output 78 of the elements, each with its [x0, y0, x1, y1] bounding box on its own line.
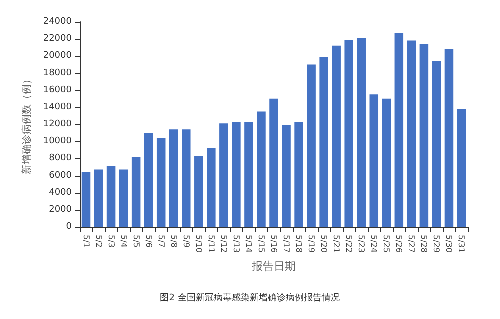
y-axis-title: 新增确诊病例数（例）	[20, 74, 33, 174]
bar	[232, 122, 241, 227]
y-tick-label: 20000	[43, 51, 72, 62]
x-tick-label: 5/8	[169, 235, 178, 248]
x-tick-label: 5/1	[82, 235, 91, 248]
bar	[207, 148, 216, 227]
y-tick-label: 16000	[43, 85, 72, 96]
y-tick-label: 12000	[43, 120, 72, 130]
x-tick-label: 5/22	[344, 235, 354, 253]
x-tick-label: 5/3	[106, 235, 116, 248]
x-tick-label: 5/12	[219, 235, 228, 253]
x-tick-label: 5/7	[156, 235, 166, 248]
y-tick-label: 4000	[49, 188, 72, 198]
bar	[444, 49, 454, 227]
bar	[282, 125, 291, 227]
x-tick-label: 5/20	[320, 235, 329, 253]
x-tick-label: 5/18	[294, 235, 304, 253]
bar	[307, 64, 316, 227]
y-tick-label: 6000	[49, 170, 72, 181]
x-tick-label: 5/21	[332, 235, 342, 253]
bar	[169, 130, 178, 227]
bar	[382, 98, 392, 227]
y-tick-label: 2000	[49, 204, 72, 215]
x-tick-label: 5/23	[357, 235, 366, 253]
bar	[332, 46, 341, 227]
x-tick-label: 5/10	[194, 235, 204, 253]
x-tick-label: 5/6	[144, 235, 154, 248]
bar	[457, 109, 466, 227]
y-tick-label: 14000	[43, 102, 72, 112]
x-tick-label: 5/24	[370, 235, 379, 253]
y-tick-label: 18000	[43, 68, 72, 78]
y-tick-label: 10000	[43, 136, 72, 147]
bar	[420, 44, 429, 227]
x-tick-label: 5/31	[457, 235, 466, 253]
x-tick-label: 5/16	[270, 235, 278, 253]
x-tick-label: 5/13	[232, 235, 241, 253]
bar	[344, 40, 354, 227]
bar	[320, 57, 328, 227]
x-tick-label: 5/26	[394, 235, 404, 253]
y-tick-label: 0	[66, 222, 72, 232]
x-tick-label: 5/27	[407, 235, 416, 253]
bar	[106, 166, 116, 227]
bar	[294, 122, 304, 227]
y-tick-label: 22000	[43, 34, 72, 44]
x-tick-label: 5/14	[244, 235, 254, 253]
bar	[394, 34, 404, 227]
bar	[82, 172, 91, 227]
x-axis-title: 报告日期	[251, 260, 296, 273]
bar	[94, 170, 104, 227]
bar	[220, 124, 228, 227]
x-tick-label: 5/5	[132, 235, 141, 248]
bar	[432, 61, 442, 227]
x-tick-label: 5/29	[432, 235, 442, 253]
x-tick-label: 5/15	[256, 235, 266, 253]
bar	[119, 170, 128, 227]
bar	[194, 156, 204, 227]
bar	[132, 156, 141, 227]
x-tick-label: 5/2	[94, 235, 104, 248]
bar	[357, 38, 366, 227]
x-tick-label: 5/9	[182, 235, 191, 248]
x-tick-label: 5/19	[307, 235, 316, 253]
x-tick-label: 5/28	[420, 235, 429, 253]
bar	[407, 40, 416, 227]
x-tick-label: 5/11	[206, 235, 216, 253]
x-tick-label: 5/17	[282, 235, 292, 253]
bar	[244, 122, 254, 227]
bar	[270, 98, 278, 227]
x-tick-label: 5/25	[382, 235, 392, 253]
y-tick-label: 24000	[43, 17, 72, 27]
bar	[257, 112, 266, 227]
bar	[144, 133, 154, 227]
y-tick-label: 8000	[49, 154, 72, 164]
bar	[182, 130, 191, 227]
x-tick-label: 5/30	[444, 235, 454, 253]
bar	[156, 138, 166, 227]
bar	[370, 94, 379, 227]
x-tick-label: 5/4	[119, 235, 128, 248]
caption: 图2 全国新冠病毒感染新增确诊病例报告情况	[160, 292, 340, 304]
